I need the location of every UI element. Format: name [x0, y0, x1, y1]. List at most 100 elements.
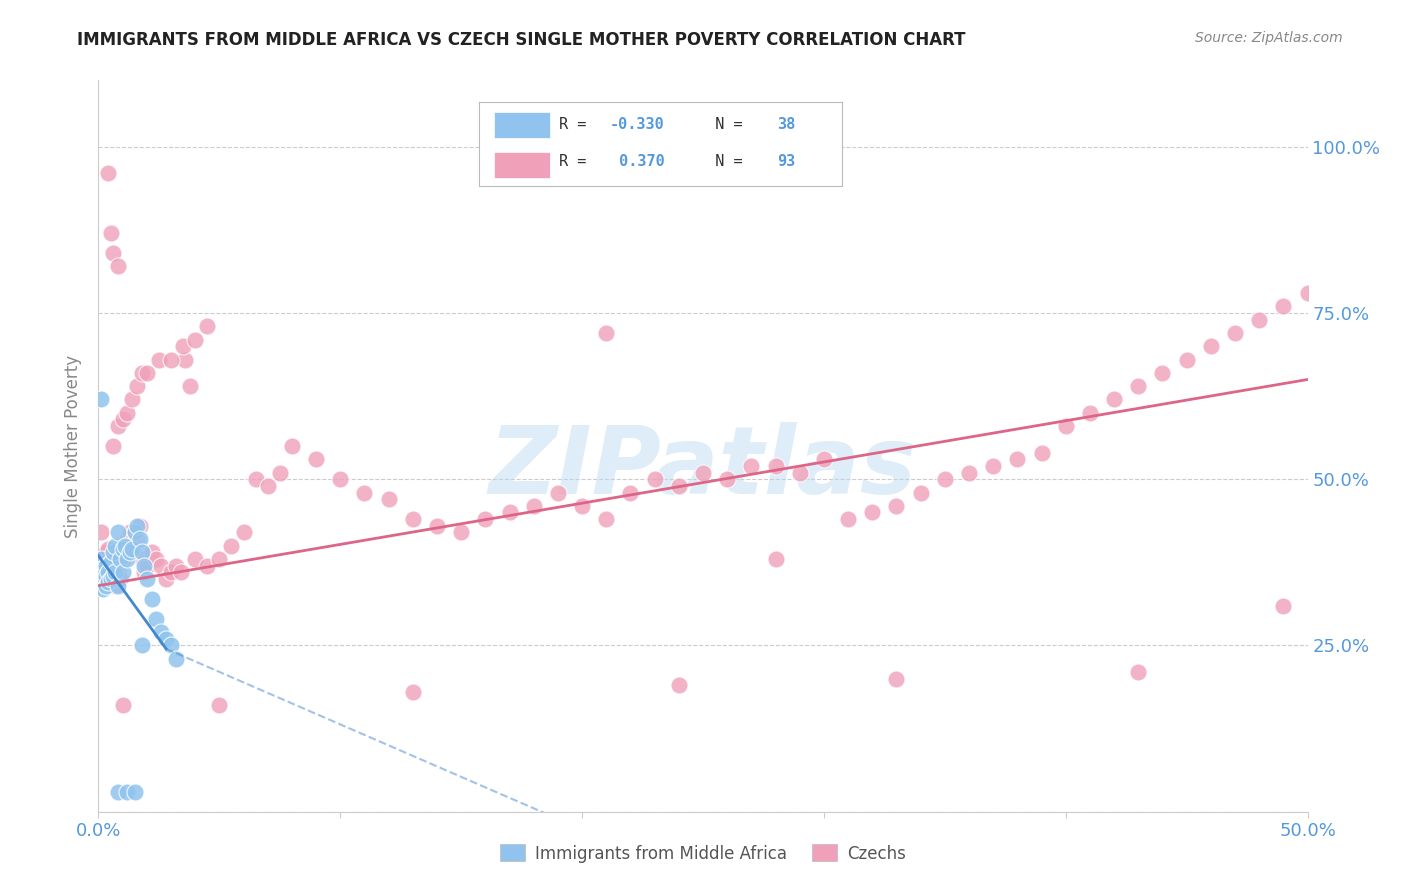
Point [668, 479, 690, 493]
Point [860, 506, 883, 520]
Point [94, 545, 117, 559]
Point [150, 625, 173, 640]
Point [765, 552, 787, 566]
Point [124, 525, 146, 540]
Point [94, 558, 117, 573]
Point [90, 572, 112, 586]
Point [179, 379, 201, 393]
Point [155, 572, 177, 586]
Text: Source: ZipAtlas.com: Source: ZipAtlas.com [1195, 31, 1343, 45]
Point [101, 439, 124, 453]
Point [107, 566, 129, 580]
Point [90, 392, 112, 407]
Point [101, 246, 124, 260]
Point [90, 525, 112, 540]
Point [523, 499, 546, 513]
Point [195, 558, 218, 573]
Point [619, 485, 641, 500]
Point [402, 512, 425, 526]
Point [221, 539, 243, 553]
Point [97, 566, 120, 580]
Point [100, 572, 122, 586]
Point [141, 545, 163, 559]
Point [886, 499, 908, 513]
Point [131, 552, 153, 566]
Point [474, 512, 496, 526]
Point [245, 472, 267, 486]
Point [107, 525, 129, 540]
Point [141, 591, 163, 606]
Point [1152, 366, 1174, 380]
Point [128, 532, 150, 546]
Point [134, 558, 156, 573]
Point [127, 379, 149, 393]
Point [101, 566, 124, 580]
Point [135, 366, 157, 380]
Point [131, 545, 153, 559]
Point [107, 260, 129, 274]
Point [127, 518, 149, 533]
Point [256, 479, 278, 493]
Point [97, 166, 120, 180]
Point [160, 352, 183, 367]
Point [111, 698, 134, 713]
Point [353, 485, 375, 500]
Point [107, 785, 129, 799]
Point [150, 558, 173, 573]
Point [124, 785, 146, 799]
Point [740, 458, 762, 473]
Point [127, 532, 149, 546]
Point [91, 575, 114, 590]
Point [1175, 352, 1198, 367]
Point [571, 499, 593, 513]
Point [145, 612, 167, 626]
Point [184, 333, 207, 347]
Point [426, 518, 449, 533]
Point [94, 579, 117, 593]
Point [148, 352, 170, 367]
Point [1078, 406, 1101, 420]
Point [184, 552, 207, 566]
Point [644, 472, 666, 486]
Point [668, 678, 690, 692]
Point [134, 566, 156, 580]
Point [101, 545, 124, 559]
Point [117, 785, 139, 799]
Point [108, 552, 131, 566]
Point [135, 572, 157, 586]
Point [145, 552, 167, 566]
Point [131, 639, 153, 653]
Point [281, 439, 304, 453]
Point [91, 566, 114, 580]
Point [1296, 286, 1319, 301]
Point [100, 572, 122, 586]
Point [377, 492, 399, 507]
Point [121, 392, 143, 407]
Point [498, 506, 520, 520]
Point [305, 452, 328, 467]
Point [910, 485, 932, 500]
Text: ZIPatlas: ZIPatlas [489, 422, 917, 514]
Point [934, 472, 956, 486]
Point [547, 485, 569, 500]
Point [1223, 326, 1246, 340]
Point [174, 352, 197, 367]
Point [100, 226, 122, 240]
Point [716, 472, 738, 486]
Point [91, 552, 114, 566]
Point [195, 319, 218, 334]
Point [1249, 312, 1271, 326]
Point [101, 568, 124, 582]
Point [114, 545, 136, 559]
Point [117, 532, 139, 546]
Point [595, 512, 617, 526]
Y-axis label: Single Mother Poverty: Single Mother Poverty [65, 354, 83, 538]
Point [1031, 445, 1053, 459]
Point [165, 558, 187, 573]
Point [1128, 665, 1150, 679]
Point [208, 698, 231, 713]
Point [160, 639, 183, 653]
Point [111, 566, 134, 580]
Point [886, 672, 908, 686]
Point [981, 458, 1004, 473]
